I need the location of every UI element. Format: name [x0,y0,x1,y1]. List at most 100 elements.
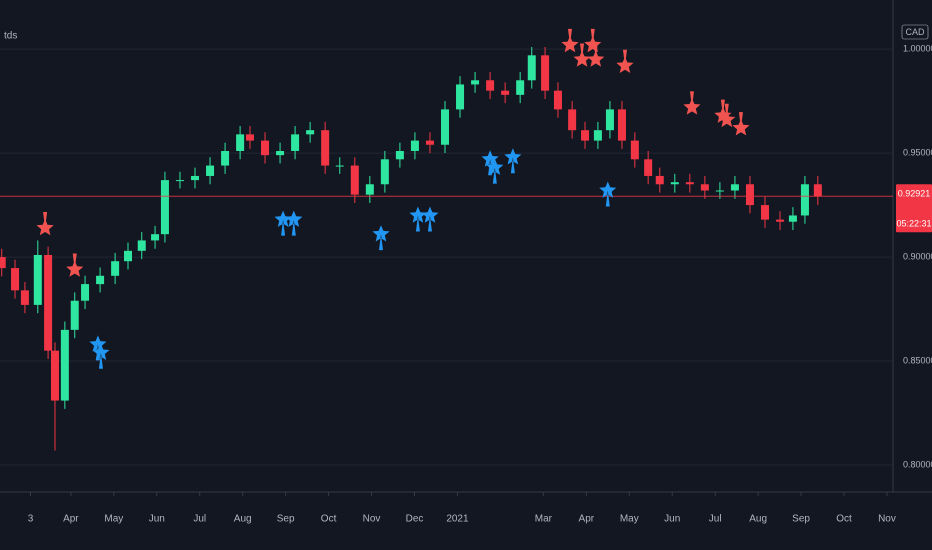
candle-body [151,234,160,241]
candle-body [730,184,739,191]
currency-box[interactable] [901,24,929,40]
candle-body [630,140,639,160]
candle-body [553,90,562,110]
candle [124,242,133,270]
candle [221,142,230,174]
candle [350,157,359,203]
candle [605,101,614,139]
x-tick-label: Sep [792,514,810,525]
candle [276,142,285,164]
candle-body [124,250,133,262]
candle [776,211,785,231]
candle [261,132,270,164]
candle-body [0,257,6,269]
x-tick-label: Jun [149,514,165,525]
x-tick-label: Jul [709,514,722,525]
candle [788,207,797,231]
signal-marker [66,253,84,277]
candle-body [745,184,754,206]
signal-marker [481,150,499,176]
candle [191,167,200,189]
signal-marker [732,112,750,136]
candle [335,157,344,174]
candle [800,175,809,224]
candle-body [788,215,797,222]
candle-body [221,150,230,166]
x-tick-label: 3 [28,514,34,525]
currency: CAD [905,27,925,37]
signal-marker [561,28,579,53]
candle [160,171,169,243]
candle-body [700,184,709,191]
candle [151,225,160,249]
last-price-box [896,184,932,233]
candle [644,150,653,185]
candle-body [321,130,330,166]
candle [306,121,315,143]
candle [33,240,42,314]
x-tick-label: May [104,514,123,525]
candle-body [44,254,53,351]
signal-marker [718,103,736,128]
signal-marker [285,210,303,236]
candle [813,175,822,206]
candle [760,196,769,228]
signal-marker [599,181,617,207]
candle-body [800,184,809,216]
candle [111,252,120,285]
x-tick-label: Jul [193,514,206,525]
signal-marker [372,225,390,251]
candle-body [581,130,590,141]
candle-body [50,350,59,401]
candle-body [760,205,769,220]
candle-body [685,182,694,185]
candle [541,47,550,99]
candle-body [335,165,344,167]
candle-body [605,109,614,131]
x-tick-label: 2021 [446,514,469,525]
candle-body [425,140,434,145]
candle [236,126,245,160]
signal-marker [36,211,54,236]
candle [486,71,495,99]
candle-body [96,275,105,285]
candle-body [501,90,510,95]
candle-body [380,159,389,185]
candle-body [395,150,404,160]
candle-body [306,130,315,135]
candle [380,150,389,193]
candle [516,71,525,104]
x-tick-label: Aug [749,514,767,525]
candle-body [440,109,449,145]
signal-marker [92,343,110,369]
signal-marker [89,335,107,361]
candle-body [471,80,480,85]
candle-body [617,109,626,141]
candle [670,173,679,193]
candle [501,82,510,104]
candle [593,121,602,149]
candle [245,126,254,149]
candle [456,76,465,118]
candle-body [276,150,285,156]
candle [440,101,449,154]
candle [321,121,330,174]
candle [44,246,53,359]
y-tick-label: 0.95000 [903,147,932,157]
candle [96,267,105,293]
signal-marker [616,49,634,73]
candle [553,82,562,118]
candle [50,342,59,451]
signal-marker [573,43,591,67]
candle [11,259,20,299]
candle [655,167,664,193]
candle [175,171,184,189]
candle [700,175,709,199]
candle-body [20,290,29,305]
candle [730,175,739,199]
candle-body [486,80,495,91]
